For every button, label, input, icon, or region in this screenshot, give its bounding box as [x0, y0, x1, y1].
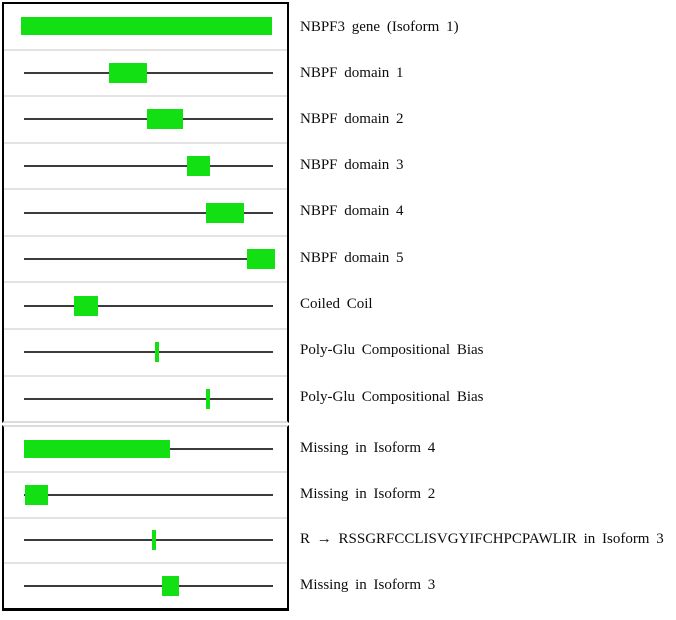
- feature-nbpf-domain-3[interactable]: [187, 155, 210, 176]
- feature-poly-glu-2[interactable]: [206, 388, 210, 409]
- panel-isoform-differences: [2, 425, 289, 611]
- row-label-missing-isoform-3: Missing in Isoform 3: [300, 577, 436, 593]
- track-row-missing-isoform-3: [4, 562, 287, 608]
- track-row-nbpf-domain-1: [4, 48, 287, 96]
- row-label-nbpf-domain-2: NBPF domain 2: [300, 111, 404, 127]
- track-row-poly-glu-1: [4, 327, 287, 375]
- row-label-nbpf-domain-4: NBPF domain 4: [300, 203, 404, 219]
- track-row-substitution-isoform-3: [4, 516, 287, 563]
- feature-poly-glu-1[interactable]: [155, 342, 159, 363]
- track-line: [24, 304, 273, 307]
- track-row-missing-isoform-2: [4, 470, 287, 517]
- track-line: [24, 211, 273, 214]
- row-label-nbpf-domain-1: NBPF domain 1: [300, 65, 404, 81]
- track-row-missing-isoform-4: [4, 427, 287, 471]
- track-row-nbpf-domain-4: [4, 188, 287, 235]
- feature-gene-bar[interactable]: [21, 17, 272, 36]
- feature-missing-isoform-3[interactable]: [162, 576, 179, 597]
- track-line: [24, 71, 273, 74]
- track-row-nbpf-domain-3: [4, 141, 287, 189]
- feature-nbpf-domain-5[interactable]: [247, 249, 275, 270]
- row-label-missing-isoform-4: Missing in Isoform 4: [300, 440, 436, 456]
- feature-missing-isoform-4[interactable]: [24, 439, 170, 458]
- feature-nbpf-domain-4[interactable]: [206, 202, 244, 223]
- track-row-poly-glu-2: [4, 374, 287, 422]
- panel-gene-and-domains: [2, 2, 289, 423]
- track-row-coiled-coil: [4, 281, 287, 328]
- feature-substitution-isoform-3[interactable]: [152, 530, 156, 551]
- track-line: [24, 493, 273, 496]
- row-label-poly-glu-2: Poly-Glu Compositional Bias: [300, 389, 484, 405]
- row-label-gene: NBPF3 gene (Isoform 1): [300, 19, 459, 35]
- track-line: [24, 351, 273, 354]
- track-row-nbpf-domain-5: [4, 234, 287, 282]
- row-label-missing-isoform-2: Missing in Isoform 2: [300, 486, 436, 502]
- track-line: [24, 258, 273, 261]
- feature-nbpf-domain-2[interactable]: [147, 109, 183, 130]
- track-row-gene: [4, 4, 287, 49]
- track-line: [24, 539, 273, 542]
- feature-missing-isoform-2[interactable]: [25, 484, 48, 505]
- track-line: [24, 397, 273, 400]
- row-label-substitution-isoform-3: R → RSSGRFCCLISVGYIFCHPCPAWLIR in Isofor…: [300, 531, 664, 547]
- row-label-nbpf-domain-5: NBPF domain 5: [300, 250, 404, 266]
- feature-coiled-coil[interactable]: [74, 295, 98, 316]
- row-label-coiled-coil: Coiled Coil: [300, 296, 373, 312]
- track-row-nbpf-domain-2: [4, 95, 287, 142]
- track-line: [24, 585, 273, 588]
- track-line: [24, 164, 273, 167]
- row-label-poly-glu-1: Poly-Glu Compositional Bias: [300, 342, 484, 358]
- feature-nbpf-domain-1[interactable]: [109, 62, 147, 83]
- row-label-nbpf-domain-3: NBPF domain 3: [300, 157, 404, 173]
